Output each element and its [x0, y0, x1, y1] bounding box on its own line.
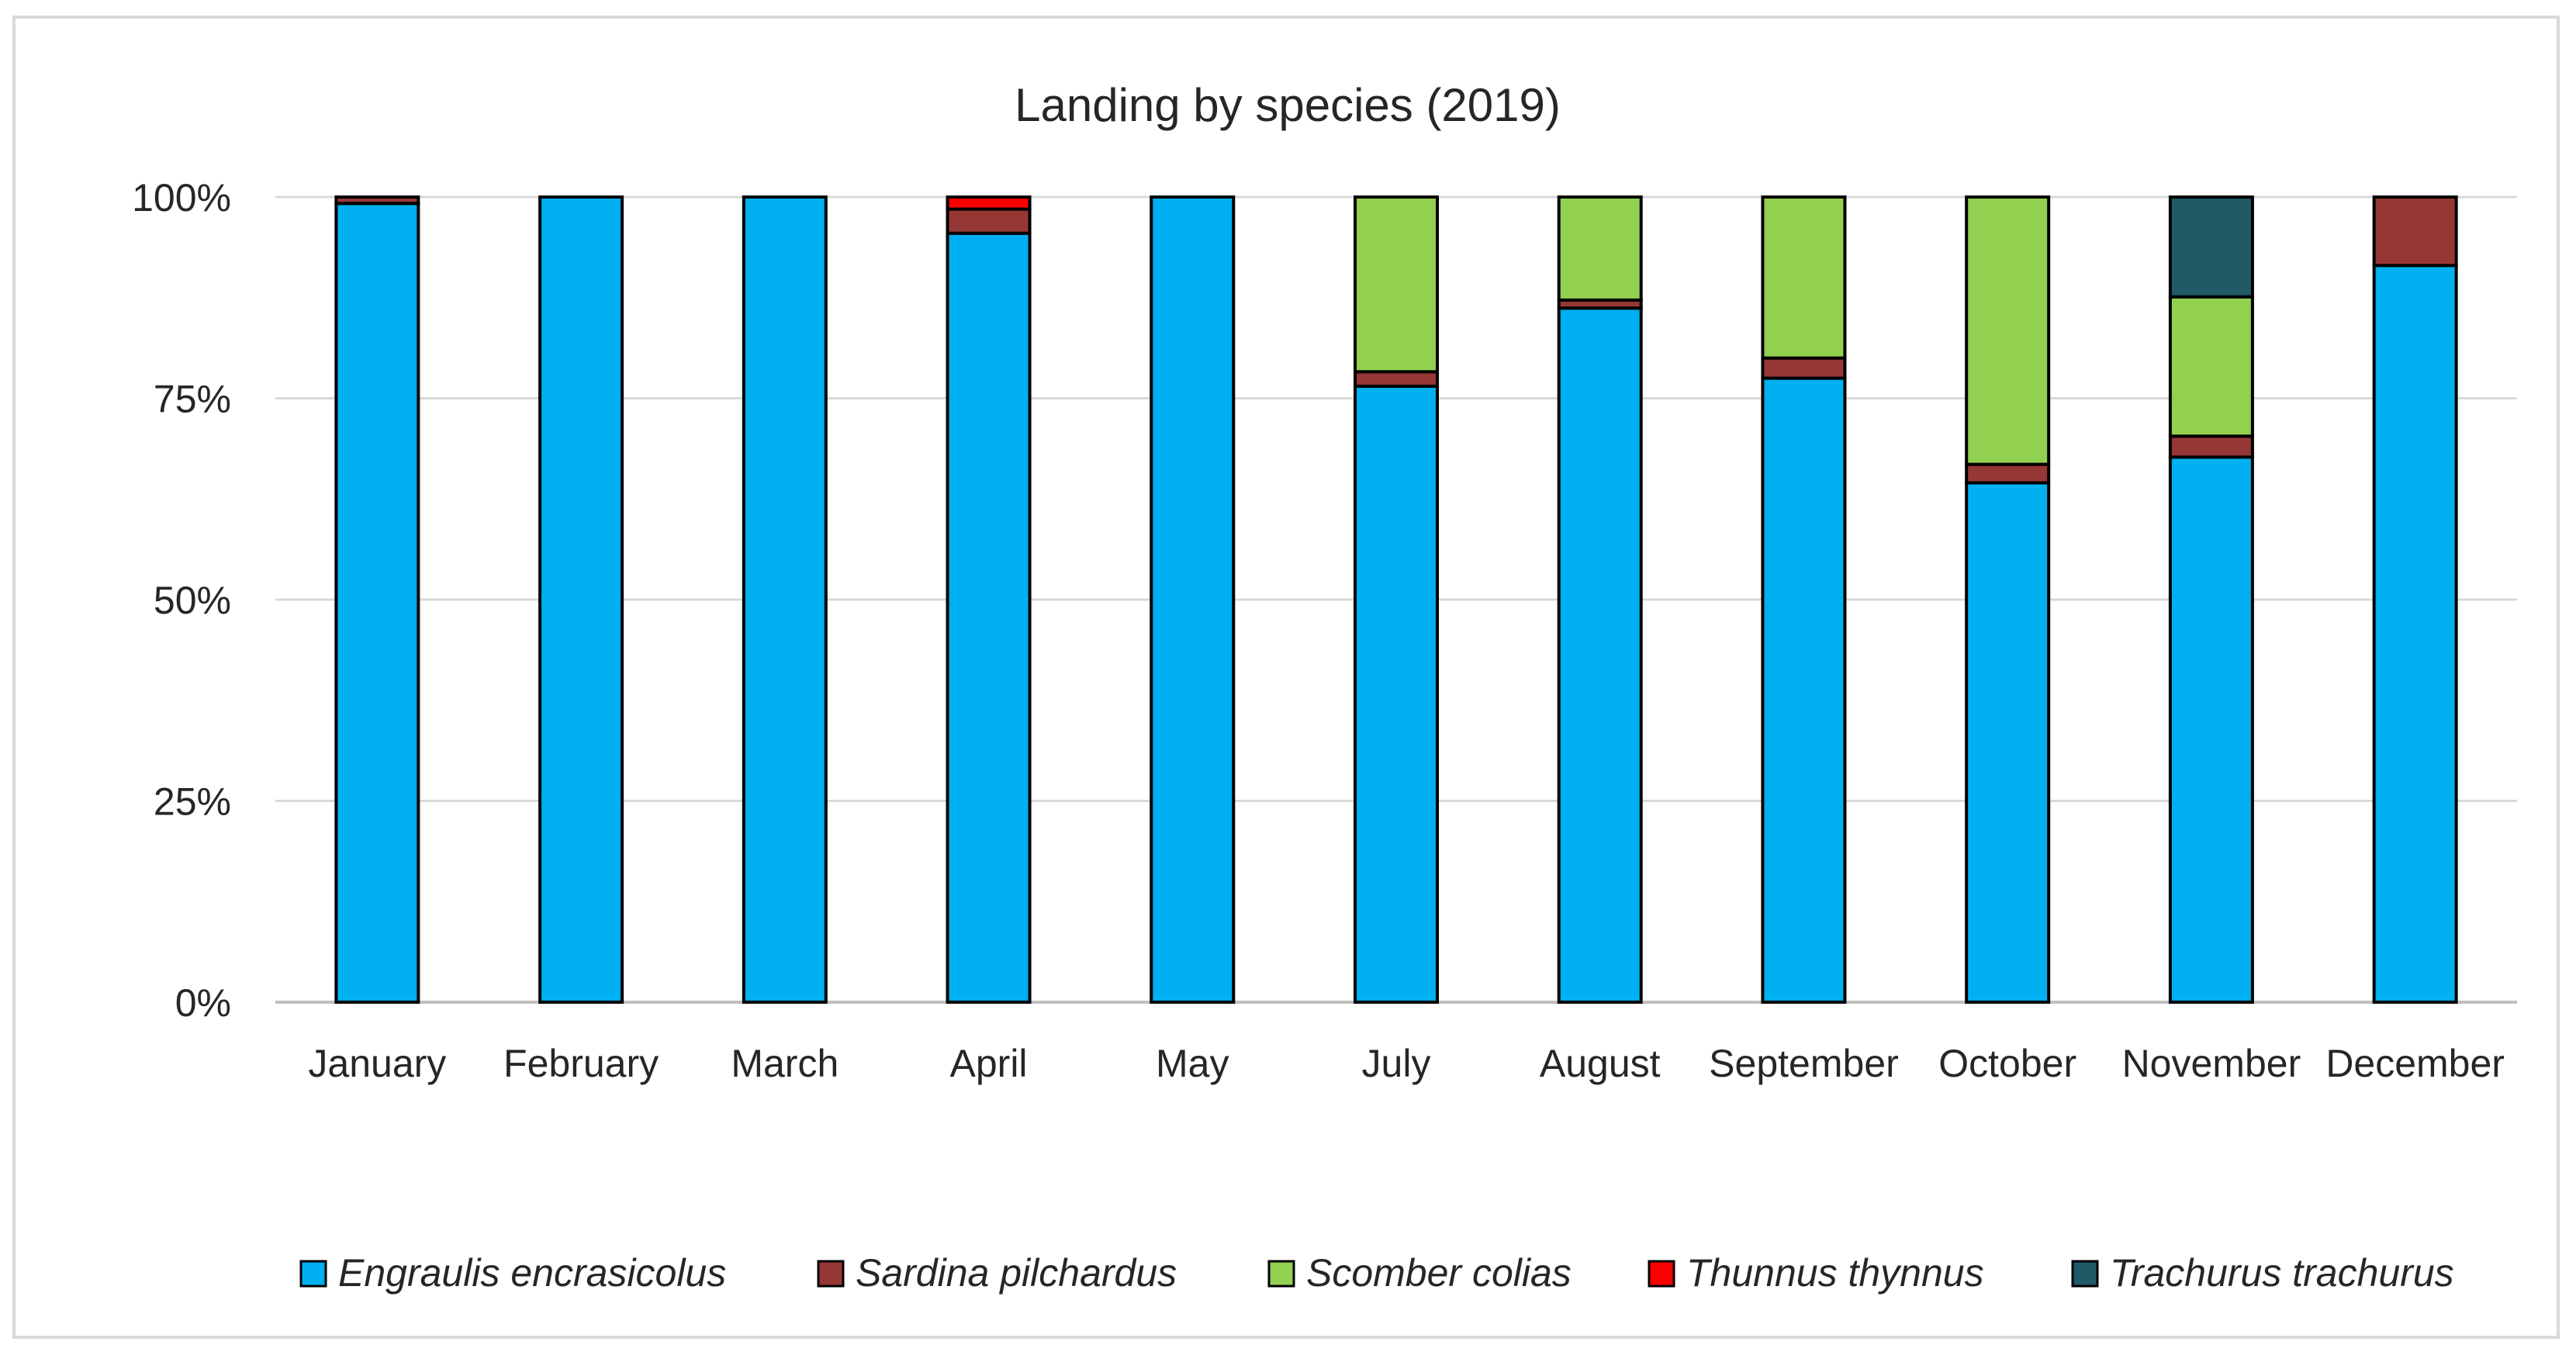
bar-segment-engraulis-encrasicolus [334, 202, 420, 1005]
bar-segment-trachurus-trachurus [2168, 195, 2254, 299]
legend-label: Sardina pilchardus [856, 1251, 1177, 1295]
bar-segment-scomber-colias [1557, 195, 1643, 302]
x-tick-label: September [1709, 1042, 1899, 1085]
chart-border [12, 16, 2560, 1339]
x-axis-tick-labels: January February March April May July August Se… [308, 1042, 2505, 1085]
legend: Engraulis encrasicolus Sardina pilchardus… [299, 1251, 2454, 1295]
bar-segment-engraulis-encrasicolus [1354, 384, 1439, 1004]
bar-segment-sardina-pilchardus [2168, 434, 2254, 459]
bar-segment-sardina-pilchardus [334, 195, 420, 206]
y-axis-tick-labels: 0% 25% 50% 75% 100% [132, 176, 231, 1025]
x-tick-label: January [308, 1042, 446, 1085]
x-tick-label: April [950, 1042, 1028, 1085]
legend-swatch [299, 1260, 327, 1288]
x-tick-label: November [2122, 1042, 2301, 1085]
bar-segment-sardina-pilchardus [946, 207, 1032, 235]
x-tick-label: December [2325, 1042, 2505, 1085]
x-tick-label: February [503, 1042, 659, 1085]
x-tick-label: July [1362, 1042, 1431, 1085]
bars [334, 195, 2458, 1005]
bar-segment-engraulis-encrasicolus [1150, 195, 1236, 1004]
y-tick-label: 0% [175, 981, 231, 1025]
bar-segment-engraulis-encrasicolus [538, 195, 624, 1004]
chart-title: Landing by species (2019) [1015, 79, 1561, 131]
x-tick-label: March [731, 1042, 838, 1085]
bar-segment-scomber-colias [1354, 195, 1439, 374]
bar-segment-sardina-pilchardus [1354, 370, 1439, 388]
bar-segment-sardina-pilchardus [1965, 462, 2051, 485]
bar-segment-engraulis-encrasicolus [2372, 264, 2458, 1005]
bar-segment-sardina-pilchardus [1761, 356, 1847, 380]
bar-segment-engraulis-encrasicolus [1761, 376, 1847, 1004]
legend-swatch [1648, 1260, 1675, 1288]
legend-swatch [1267, 1260, 1295, 1288]
bar-segment-engraulis-encrasicolus [1557, 306, 1643, 1004]
bar-segment-engraulis-encrasicolus [2168, 455, 2254, 1004]
bar-segment-scomber-colias [1761, 195, 1847, 360]
bar-segment-engraulis-encrasicolus [742, 195, 828, 1004]
y-tick-label: 25% [154, 780, 231, 824]
legend-swatch [2071, 1260, 2099, 1288]
legend-label: Thunnus thynnus [1686, 1251, 1984, 1295]
y-tick-label: 50% [154, 579, 231, 622]
x-tick-label: May [1156, 1042, 1229, 1085]
legend-label: Engraulis encrasicolus [338, 1251, 726, 1295]
bar-segment-engraulis-encrasicolus [1965, 481, 2051, 1004]
x-tick-label: August [1540, 1042, 1661, 1085]
bar-segment-thunnus-thynnus [946, 195, 1032, 211]
legend-swatch [817, 1260, 845, 1288]
legend-label: Scomber colias [1306, 1251, 1572, 1295]
x-tick-label: October [1938, 1042, 2076, 1085]
y-tick-label: 75% [154, 378, 231, 421]
bar-segment-scomber-colias [2168, 295, 2254, 438]
y-tick-label: 100% [132, 176, 231, 220]
bar-segment-sardina-pilchardus [2372, 195, 2458, 268]
legend-label: Trachurus trachurus [2110, 1251, 2454, 1295]
bar-segment-scomber-colias [1965, 195, 2051, 466]
bar-segment-engraulis-encrasicolus [946, 231, 1032, 1004]
